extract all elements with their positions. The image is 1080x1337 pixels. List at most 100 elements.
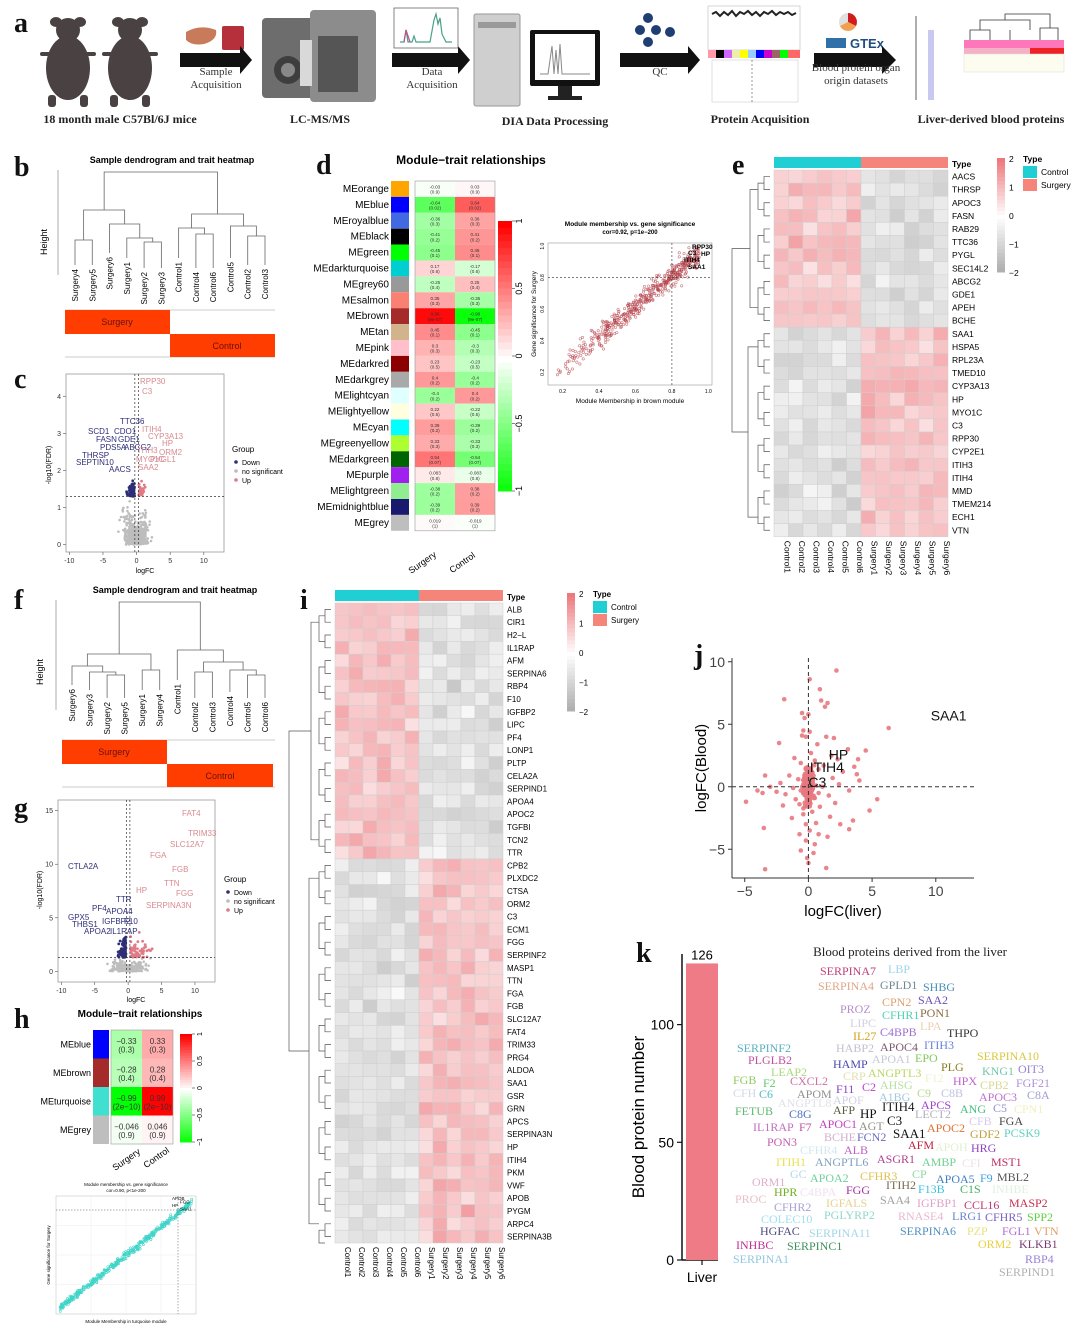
correlation-value: -0.25 <box>430 280 441 285</box>
heatmap-cell <box>904 287 920 302</box>
heatmap-cell <box>348 1165 364 1180</box>
scatter-point <box>802 773 807 778</box>
heatmap-cell <box>488 653 504 668</box>
inset-point <box>75 1296 79 1299</box>
heatmap-cell <box>875 287 891 302</box>
module-color-swatch <box>391 387 409 404</box>
color-scale-segment <box>498 221 512 229</box>
color-scale-segment <box>180 1120 192 1124</box>
heatmap-cell <box>334 730 350 745</box>
wordcloud-protein: ITIH3 <box>924 1038 954 1052</box>
color-scale-segment <box>567 691 575 696</box>
heatmap-cell <box>432 1140 448 1154</box>
wordcloud-protein: LIPC <box>850 1016 877 1030</box>
inset-point <box>92 1278 96 1282</box>
scatter-point <box>795 776 801 782</box>
heatmap-cell <box>460 692 476 706</box>
wordcloud-protein: CPN2 <box>882 995 912 1009</box>
inset-point <box>633 301 637 305</box>
color-scale-segment <box>567 675 575 681</box>
heatmap-cell <box>460 717 476 732</box>
heatmap-cell <box>918 209 934 223</box>
heatmap-cell <box>817 392 833 407</box>
heatmap-cell <box>773 457 789 472</box>
heatmap-cell <box>418 1229 434 1244</box>
inset-point <box>567 359 571 363</box>
trait-label-surgery: Surgery <box>101 317 133 327</box>
heatmap-cell <box>362 845 378 860</box>
inset-point <box>60 1306 63 1310</box>
inset-point <box>92 1277 96 1281</box>
heatmap-cell <box>415 308 455 325</box>
inset-point <box>575 360 579 364</box>
color-scale-segment <box>498 241 512 249</box>
heatmap-cell <box>418 833 434 847</box>
heatmap-cell <box>348 1101 364 1116</box>
heatmap-cell <box>455 244 495 261</box>
color-scale-segment <box>567 644 575 649</box>
color-scale-segment <box>180 1085 192 1089</box>
gene-label: F10 <box>507 695 521 704</box>
dendrogram-branch <box>143 241 162 268</box>
inset-point <box>657 293 661 297</box>
wordcloud-protein: C4BPA <box>800 1185 837 1199</box>
heatmap-cell <box>348 641 364 655</box>
volcano-point-ns <box>122 506 125 510</box>
protein-acquisition-thumbnail <box>707 5 801 103</box>
inset-subtitle: cor=0.90, p<1e-200 <box>106 1188 146 1193</box>
volcano-point-ns <box>133 520 137 523</box>
heatmap-cell <box>418 909 434 924</box>
wordcloud-protein: APOA1 <box>872 1052 911 1066</box>
heatmap-cell <box>488 730 504 745</box>
heatmap-cell <box>460 986 476 1001</box>
heatmap-cell <box>460 615 476 629</box>
heatmap-cell <box>474 858 490 873</box>
heatmap-cell <box>415 419 455 436</box>
heatmap-cell <box>404 756 420 770</box>
color-scale-segment <box>567 687 575 692</box>
heatmap-cell <box>418 756 434 770</box>
volcano-point-ns <box>128 499 131 503</box>
inset-point <box>650 294 654 298</box>
heatmap-cell <box>334 1114 350 1129</box>
heatmap-cell <box>875 392 891 407</box>
heatmap-cell <box>875 209 891 223</box>
heatmap-cell <box>418 692 434 706</box>
heatmap-cell <box>418 615 434 629</box>
heatmap-cell <box>488 666 504 681</box>
heatmap-cell <box>432 884 448 898</box>
heatmap-cell <box>348 1153 364 1167</box>
heatmap-cell <box>390 743 406 757</box>
color-scale-segment <box>180 1096 192 1100</box>
inset-point <box>99 1277 103 1281</box>
heatmap-cell <box>362 653 378 668</box>
heatmap-cell <box>348 922 364 937</box>
heatmap-cell <box>362 1012 378 1026</box>
heatmap-cell <box>348 961 364 975</box>
heatmap-cell <box>889 235 905 249</box>
inset-point <box>174 1216 178 1220</box>
heatmap-cell <box>831 444 847 459</box>
heatmap-cell <box>348 858 364 873</box>
volcano-point-up <box>131 946 135 950</box>
heatmap-cell <box>455 355 495 372</box>
correlation-value: -0.03 <box>430 184 441 189</box>
volcano-point-ns <box>136 969 139 973</box>
gene-label: SERPINA3N <box>507 1130 553 1139</box>
inset-point <box>600 344 604 348</box>
heatmap-cell <box>432 922 448 937</box>
gene-label: ALDOA <box>507 1066 535 1075</box>
inset-point <box>644 296 648 300</box>
wordcloud-protein: GPLD1 <box>880 978 918 992</box>
module-color-swatch <box>391 276 409 293</box>
color-scale-segment <box>498 430 512 438</box>
heatmap-cell <box>418 858 434 873</box>
dendrogram-leaf-label: Control1 <box>173 683 182 714</box>
inset-point <box>568 348 572 352</box>
heatmap-cell <box>773 418 789 433</box>
inset-point <box>597 342 601 346</box>
module-color-swatch <box>93 1115 109 1144</box>
correlation-value: −0.046 <box>114 1122 139 1131</box>
heatmap-cell <box>488 820 504 834</box>
